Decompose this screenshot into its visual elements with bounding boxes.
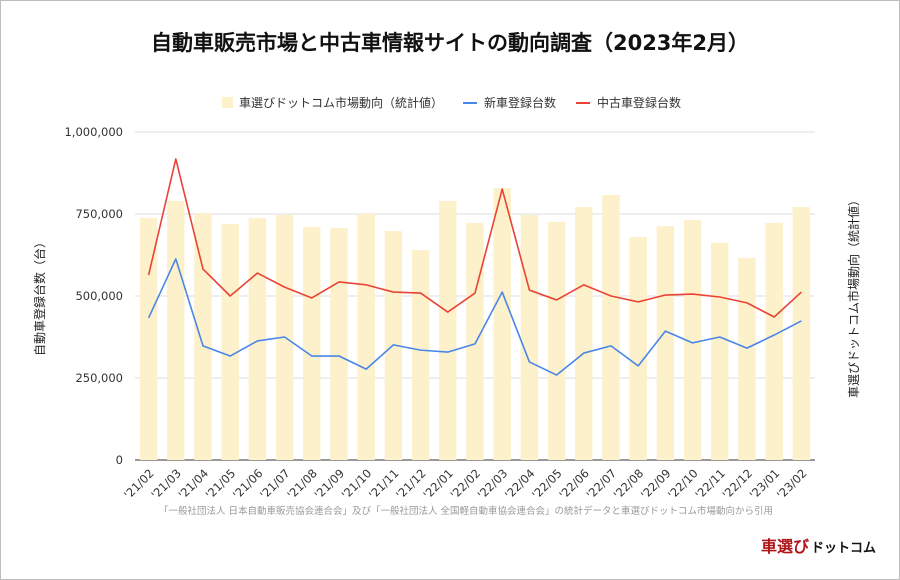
bar [738,257,756,460]
bar [167,200,185,460]
x-tick-labels: '21/02'21/03'21/04'21/05'21/06'21/07'21/… [121,466,809,502]
legend-label: 中古車登録台数 [597,95,681,110]
y-tick-label: 1,000,000 [64,125,123,139]
bar [221,223,239,460]
logo-text-black: ドットコム [811,541,876,556]
x-tick-label: '21/08 [284,466,320,502]
x-tick-label: '22/07 [584,466,620,502]
x-tick-label: '23/02 [774,466,810,502]
bars [139,188,811,460]
bar [711,242,729,460]
x-tick-label: '22/12 [720,466,756,502]
chart-title: 自動車販売市場と中古車情報サイトの動向調査（2023年2月） [151,31,749,55]
bar [493,188,511,460]
bar [520,214,539,460]
bar [466,222,484,460]
bar [575,207,593,460]
x-tick-label: '21/06 [230,466,266,502]
y-tick-label: 0 [116,453,123,467]
y-tick-label: 750,000 [75,207,123,221]
y-axis-label: 自動車登録台数（台） [32,236,47,356]
bar [194,213,212,460]
y2-axis-label: 車選びドットコム市場動向（統計値） [846,194,861,398]
x-tick-label: '23/01 [747,466,783,502]
bar [248,217,267,460]
x-tick-label: '21/05 [203,466,239,502]
x-tick-label: '22/10 [665,466,701,502]
logo-text-red: 車選び [761,537,810,556]
bar [765,222,783,460]
y-tick-label: 250,000 [75,371,123,385]
bar [629,236,647,460]
x-tick-label: '21/03 [148,466,184,502]
source-footnote: 「一般社団法人 日本自動車販売協会連合会」及び「一般社団法人 全国軽自動車協会連… [159,505,773,517]
bar [411,250,430,460]
x-tick-label: '22/02 [448,466,484,502]
bar [683,219,702,460]
legend: 車選びドットコム市場動向（統計値） 新車登録台数 中古車登録台数 [222,95,681,110]
bar [330,228,348,460]
brand-logo: 車選び ドットコム [761,537,876,556]
x-tick-label: '22/09 [638,466,674,502]
x-tick-label: '22/06 [556,466,592,502]
bar [139,217,158,460]
x-tick-label: '21/09 [312,466,348,502]
bar [357,214,375,460]
legend-label: 新車登録台数 [484,95,556,110]
x-tick-label: '22/08 [611,466,647,502]
bar [303,227,321,460]
bar [656,226,675,460]
x-tick-label: '22/11 [692,466,728,502]
y-tick-label: 500,000 [75,289,123,303]
x-tick-label: '22/04 [502,466,538,502]
x-tick-label: '21/02 [121,466,157,502]
x-tick-label: '22/01 [420,466,456,502]
legend-label: 車選びドットコム市場動向（統計値） [239,95,443,110]
series-line [147,258,802,376]
x-tick-label: '22/03 [475,466,511,502]
bar [602,194,620,460]
legend-swatch [222,97,233,108]
bar [792,207,811,460]
x-tick-label: '21/10 [339,466,375,502]
x-tick-label: '21/07 [257,466,293,502]
series-line [147,158,802,318]
bar [547,221,566,460]
bar [439,200,457,460]
x-tick-label: '21/11 [366,466,402,502]
lines [147,158,802,376]
x-tick-label: '22/05 [529,466,565,502]
x-tick-label: '21/12 [393,466,429,502]
x-tick-label: '21/04 [176,466,212,502]
